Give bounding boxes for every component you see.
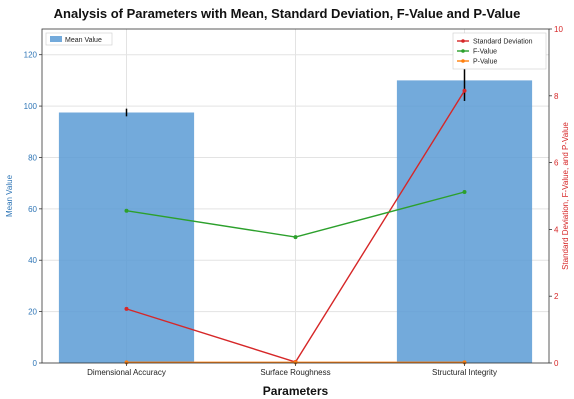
legend-label: P-Value: [473, 59, 497, 66]
y-right-tick-label: 0: [554, 359, 559, 368]
y-right-tick-label: 6: [554, 159, 559, 168]
y-left-tick-label: 80: [28, 153, 37, 162]
legend-marker: [461, 39, 465, 43]
bar: [58, 112, 195, 363]
legend: Mean Value Standard Deviation F-Value P-Val…: [45, 32, 547, 70]
series-point: [293, 235, 298, 240]
series-point: [462, 88, 467, 93]
y-left-tick-label: 40: [28, 256, 37, 265]
x-tick-label: Surface Roughness: [260, 368, 330, 377]
bar-series: [58, 59, 533, 363]
line-series: [124, 88, 467, 365]
legend-label: Standard Deviation: [473, 39, 533, 46]
x-tick-label: Dimensional Accuracy: [87, 368, 166, 377]
y-left-tick-label: 100: [24, 102, 38, 111]
legend-label: F-Value: [473, 49, 497, 56]
y-right-axis-label: Standard Deviation, F-Value, and P-Value: [561, 122, 570, 270]
legend-marker: [461, 49, 465, 53]
y-right-tick-label: 8: [554, 92, 559, 101]
series-point: [462, 189, 467, 194]
legend-label: Mean Value: [65, 37, 102, 44]
legend-box: [45, 32, 113, 46]
series-point: [124, 306, 129, 311]
y-right-tick-label: 4: [554, 225, 559, 234]
y-left-tick-label: 120: [24, 51, 38, 60]
y-left-tick-label: 20: [28, 308, 37, 317]
legend-right: Standard Deviation F-Value P-Value: [452, 32, 547, 70]
y-right-tick-label: 2: [554, 292, 559, 301]
legend-marker: [461, 59, 465, 63]
series-point: [124, 208, 129, 213]
y-left-tick-label: 60: [28, 205, 37, 214]
x-tick-label: Structural Integrity: [432, 368, 497, 377]
axes: 0 20 40 60 80 100 120 0 2 4 6 8 10 Dimensional Accura…: [5, 25, 570, 398]
y-left-axis-label: Mean Value: [5, 174, 14, 217]
x-axis-label: Parameters: [263, 384, 329, 398]
chart-title: Analysis of Parameters with Mean, Standa…: [53, 6, 521, 21]
legend-swatch: [50, 36, 62, 42]
y-left-tick-label: 0: [33, 359, 38, 368]
bar: [396, 80, 533, 363]
legend-left: Mean Value: [45, 32, 113, 46]
y-right-tick-label: 10: [554, 25, 563, 34]
